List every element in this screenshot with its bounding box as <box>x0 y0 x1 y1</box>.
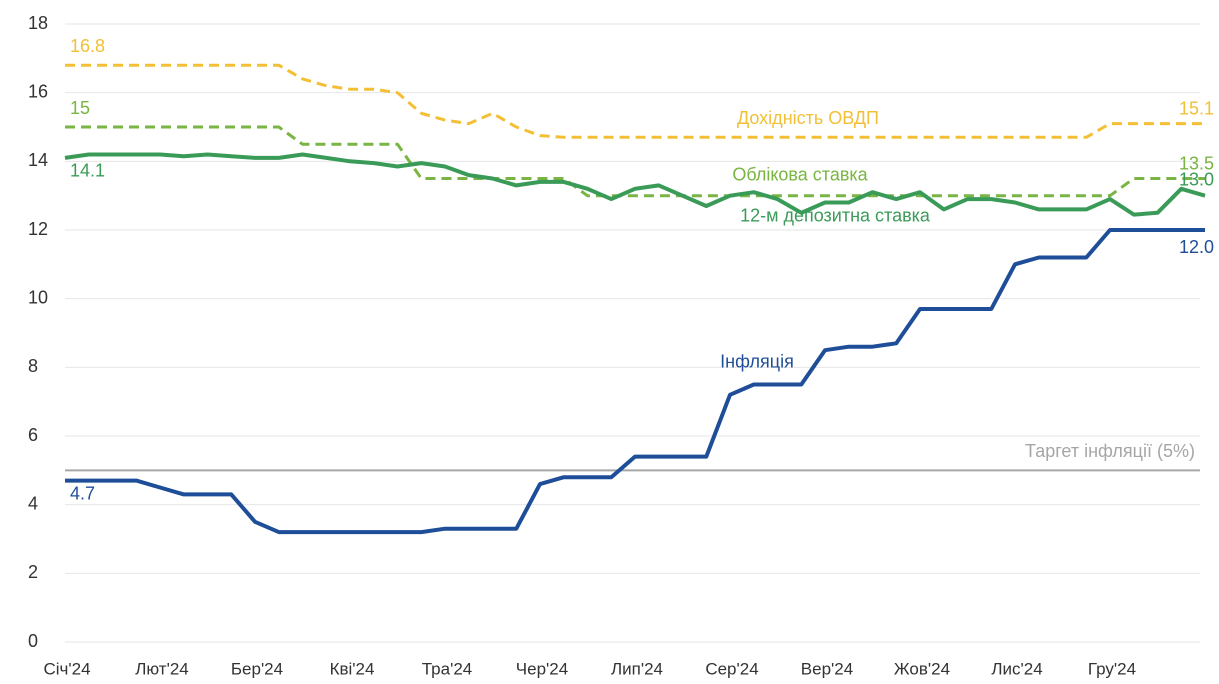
series-line <box>65 228 1205 535</box>
x-tick-label: Січ'24 <box>43 659 90 678</box>
x-tick-label: Кві'24 <box>330 659 375 678</box>
x-tick-label: Лют'24 <box>135 659 188 678</box>
x-tick-label: Гру'24 <box>1088 659 1136 678</box>
end-value-label: 12.0 <box>1179 237 1214 257</box>
y-tick-label: 8 <box>28 356 38 376</box>
start-value-label: 16.8 <box>70 36 105 56</box>
end-value-label: 13.0 <box>1179 169 1214 189</box>
series-label: 12-м депозитна ставка <box>740 205 931 225</box>
target-label: Таргет інфляції (5%) <box>1025 441 1195 461</box>
series-line <box>64 152 1206 217</box>
x-tick-label: Вер'24 <box>801 659 853 678</box>
x-tick-label: Сер'24 <box>705 659 758 678</box>
y-tick-label: 6 <box>28 425 38 445</box>
start-value-label: 4.7 <box>70 483 95 503</box>
start-value-label: 14.1 <box>70 161 105 181</box>
end-value-label: 15.1 <box>1179 98 1214 118</box>
y-tick-label: 2 <box>28 562 38 582</box>
y-tick-label: 14 <box>28 150 48 170</box>
y-tick-label: 18 <box>28 13 48 33</box>
x-tick-label: Тра'24 <box>422 659 473 678</box>
y-tick-label: 12 <box>28 219 48 239</box>
start-value-label: 15 <box>70 98 90 118</box>
y-tick-label: 4 <box>28 493 38 513</box>
x-tick-label: Лис'24 <box>991 659 1042 678</box>
x-tick-label: Жов'24 <box>894 659 950 678</box>
x-tick-label: Бер'24 <box>231 659 283 678</box>
end-value-label: 13.5 <box>1179 153 1214 173</box>
series-line <box>65 125 1205 198</box>
y-tick-label: 0 <box>28 631 38 651</box>
x-tick-label: Лип'24 <box>611 659 663 678</box>
series-label: Інфляція <box>720 351 794 371</box>
series-label: Дохідність ОВДП <box>737 108 879 128</box>
series-label: Облікова ставка <box>732 164 868 184</box>
y-tick-label: 16 <box>28 81 48 101</box>
x-tick-label: Чер'24 <box>516 659 568 678</box>
y-tick-label: 10 <box>28 287 48 307</box>
series-line <box>65 63 1205 139</box>
